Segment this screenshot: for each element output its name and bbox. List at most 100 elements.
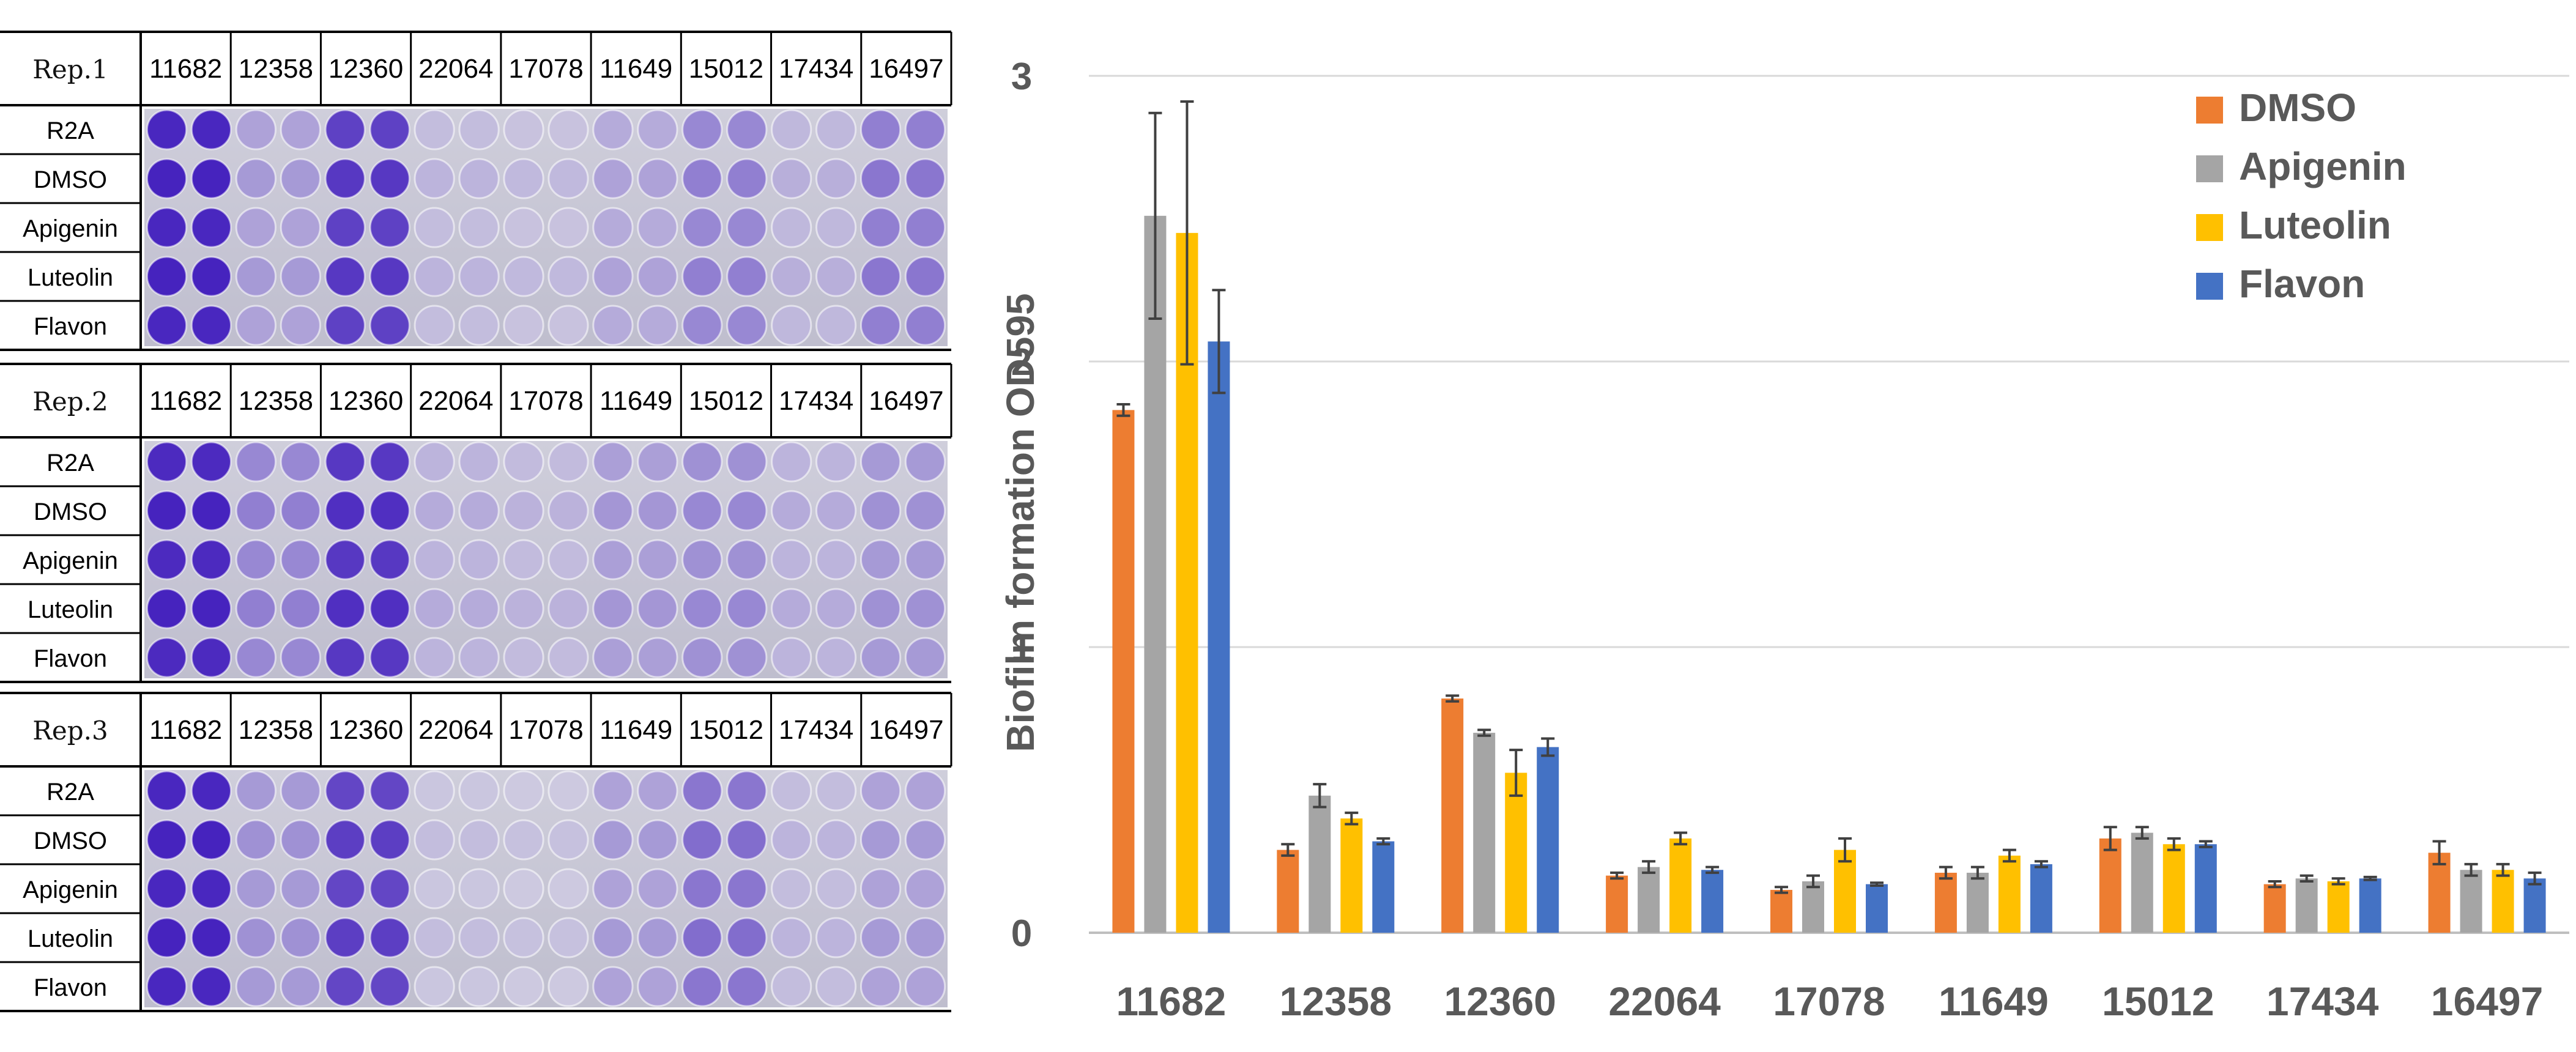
strain-header: 12358 <box>239 386 313 416</box>
bar-apigenin-15012 <box>2131 832 2153 933</box>
well <box>904 490 946 532</box>
bar-luteolin-17434 <box>2327 881 2350 933</box>
well <box>146 539 188 580</box>
well <box>592 917 634 958</box>
well <box>637 588 678 629</box>
well <box>458 490 500 532</box>
treatment-label: Flavon <box>34 974 107 1001</box>
well <box>324 207 366 248</box>
well <box>592 637 634 678</box>
well <box>592 588 634 629</box>
well <box>235 158 277 199</box>
strain-header: 17434 <box>779 715 853 745</box>
well <box>190 819 232 861</box>
well <box>904 770 946 812</box>
well <box>726 539 768 580</box>
well <box>904 819 946 861</box>
well <box>324 305 366 346</box>
well <box>235 917 277 958</box>
well <box>771 207 812 248</box>
well <box>547 917 589 958</box>
well <box>146 305 188 346</box>
plate-block-rep2: Rep.2 11682 12358 12360 22064 17078 11649 15012… <box>0 363 952 683</box>
well <box>414 868 455 909</box>
well <box>815 490 857 532</box>
well <box>190 770 232 812</box>
well <box>771 770 812 812</box>
well <box>815 539 857 580</box>
bar-apigenin-11682 <box>1144 215 1167 933</box>
well <box>592 256 634 297</box>
well <box>190 637 232 678</box>
strain-header: 11649 <box>599 715 672 745</box>
well <box>280 207 321 248</box>
bar-flavon-16497 <box>2523 878 2546 933</box>
well <box>235 770 277 812</box>
well <box>681 539 723 580</box>
well <box>904 539 946 580</box>
bar-luteolin-12358 <box>1340 818 1363 933</box>
well <box>771 539 812 580</box>
x-tick-label: 16497 <box>2431 979 2544 1024</box>
well <box>726 770 768 812</box>
well <box>771 917 812 958</box>
well <box>726 207 768 248</box>
bar-apigenin-11649 <box>1966 872 1989 933</box>
well <box>547 305 589 346</box>
x-tick-label: 12358 <box>1280 979 1392 1024</box>
well <box>458 588 500 629</box>
well <box>503 207 544 248</box>
well <box>369 966 410 1007</box>
well <box>190 539 232 580</box>
well <box>324 917 366 958</box>
x-tick-label: 17434 <box>2266 979 2379 1024</box>
treatment-label: Apigenin <box>23 547 118 574</box>
well <box>369 207 410 248</box>
well <box>547 207 589 248</box>
well <box>637 868 678 909</box>
bar-dmso-17434 <box>2263 884 2286 933</box>
well <box>547 158 589 199</box>
strain-header: 17434 <box>779 54 853 84</box>
well <box>280 158 321 199</box>
well <box>235 588 277 629</box>
bar-apigenin-12358 <box>1308 795 1331 933</box>
well <box>726 966 768 1007</box>
well <box>904 441 946 483</box>
well <box>681 966 723 1007</box>
well <box>324 588 366 629</box>
y-tick-label: 1 <box>1011 627 1032 669</box>
well <box>681 158 723 199</box>
well <box>726 868 768 909</box>
well <box>547 588 589 629</box>
x-tick-label: 11682 <box>1116 979 1226 1024</box>
well <box>280 490 321 532</box>
well <box>637 256 678 297</box>
well <box>235 819 277 861</box>
well <box>904 966 946 1007</box>
legend-swatch-dmso <box>2196 97 2223 124</box>
bar-dmso-12358 <box>1277 850 1299 933</box>
bar-flavon-12360 <box>1537 747 1559 933</box>
well <box>592 158 634 199</box>
well <box>369 109 410 150</box>
well <box>904 588 946 629</box>
strain-header: 12358 <box>239 715 313 745</box>
well <box>503 588 544 629</box>
well <box>815 158 857 199</box>
bar-luteolin-22064 <box>1669 838 1692 933</box>
well <box>681 256 723 297</box>
well <box>414 441 455 483</box>
well <box>503 256 544 297</box>
legend-label: Luteolin <box>2239 203 2391 247</box>
rep-label: Rep.2 <box>32 387 108 417</box>
well <box>771 305 812 346</box>
well <box>146 917 188 958</box>
well <box>458 207 500 248</box>
well <box>637 539 678 580</box>
well <box>859 588 902 629</box>
bar-luteolin-15012 <box>2162 844 2185 933</box>
y-tick-label: 2 <box>1011 341 1032 383</box>
bar-flavon-15012 <box>2194 844 2217 933</box>
well <box>190 490 232 532</box>
